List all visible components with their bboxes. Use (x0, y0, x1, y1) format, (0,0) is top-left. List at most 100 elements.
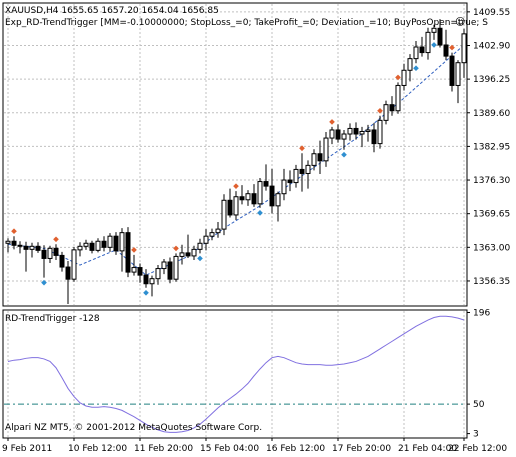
candle-body (293, 168, 299, 184)
candle-body (341, 133, 347, 140)
candle-body (281, 179, 287, 195)
candle-body (287, 179, 293, 184)
candle-body (365, 129, 371, 132)
candle-body (323, 137, 329, 162)
candle-body (59, 254, 65, 268)
candle-body (257, 181, 263, 205)
candle-body (41, 249, 47, 259)
time-tick-label: 16 Feb 12:00 (266, 444, 325, 454)
candle-body (437, 27, 443, 46)
candle-body (317, 153, 323, 162)
candle-body (389, 104, 395, 112)
candle-body (125, 232, 131, 273)
candle-body (239, 196, 245, 201)
indicator-series (7, 315, 465, 433)
indicator-grid (4, 311, 466, 437)
buy-signal-marker (431, 42, 437, 48)
indicator-tick-label: 196 (473, 309, 490, 319)
candle-body (251, 193, 257, 205)
candle-body (89, 242, 95, 251)
candle-body (353, 127, 359, 135)
indicator-line (7, 315, 465, 433)
sell-signal-marker (329, 119, 335, 125)
time-tick-label: 15 Feb 04:00 (200, 444, 259, 454)
candle-body (77, 245, 83, 251)
trade-signals (11, 42, 455, 296)
price-tick-label: 1369.65 (473, 210, 510, 220)
candle-body (83, 242, 89, 247)
candle-body (407, 58, 413, 71)
indicator-tick-label: 50 (473, 400, 485, 410)
candle-body (221, 199, 227, 230)
price-tick-label: 1376.30 (473, 176, 510, 186)
price-chart-frame (2, 2, 468, 439)
candle-body (371, 129, 377, 145)
candle-body (431, 27, 437, 33)
candle-body (419, 46, 425, 54)
buy-signal-marker (197, 255, 203, 262)
sell-signal-marker (131, 247, 137, 253)
expert-advisor-label: Exp_RD-TrendTrigger [MM=-0.10000000; Sto… (5, 18, 488, 28)
candle-body (275, 193, 281, 207)
candle-body (455, 62, 461, 86)
candle-body (47, 247, 53, 259)
candle-body (299, 168, 305, 174)
sell-signal-marker (233, 183, 239, 190)
candle-body (149, 278, 155, 285)
candle-body (227, 199, 233, 216)
candle-body (395, 84, 401, 112)
candle-body (197, 242, 203, 250)
candle-body (443, 44, 449, 57)
price-tick-label: 1389.60 (473, 109, 510, 119)
candle-body (101, 240, 107, 248)
axis-labels: 1409.55 1402.90 1396.25 1389.60 1382.95 1376.… (2, 8, 510, 454)
candle-body (461, 33, 467, 64)
time-tick-label: 9 Feb 2011 (2, 444, 52, 454)
candle-body (173, 255, 179, 280)
candle-body (245, 193, 251, 201)
candle-body (65, 266, 71, 280)
candle-body (263, 181, 269, 187)
candle-body (359, 130, 365, 135)
candle-body (71, 249, 77, 280)
symbol-ohlc-label: XAUUSD,H4 1655.65 1657.20 1654.04 1656.8… (5, 6, 219, 16)
sell-signal-marker (173, 245, 179, 252)
indicator-tick-label: 3 (473, 430, 479, 440)
candle-body (131, 267, 137, 273)
price-tick-label: 1409.55 (473, 8, 510, 18)
candle-body (215, 228, 221, 234)
candle-body (425, 31, 431, 54)
candle-body (191, 248, 197, 257)
candle-body (203, 235, 209, 244)
candle-body (377, 119, 383, 145)
candle-body (143, 274, 149, 285)
candle-body (35, 245, 41, 251)
candle-body (209, 232, 215, 237)
time-tick-label: 10 Feb 12:00 (68, 444, 127, 454)
expert-smiley-icon[interactable]: ☺ (455, 17, 465, 28)
candle-body (53, 247, 59, 256)
price-tick-label: 1363.00 (473, 243, 510, 253)
candle-body (233, 196, 239, 216)
buy-signal-marker (341, 151, 347, 158)
candle-body (155, 268, 161, 280)
time-tick-label: 11 Feb 20:00 (134, 444, 193, 454)
sell-signal-marker (377, 107, 383, 114)
buy-signal-marker (413, 65, 419, 72)
buy-signal-marker (143, 289, 149, 296)
candle-body (95, 240, 101, 251)
candle-body (269, 185, 275, 207)
price-panel-border (2, 2, 468, 307)
indicator-label: RD-TrendTrigger -128 (5, 314, 100, 324)
price-tick-label: 1382.95 (473, 142, 510, 152)
candle-body (113, 235, 119, 252)
candle-body (185, 252, 191, 257)
indicator-panel-border (2, 309, 468, 439)
candle-body (179, 252, 185, 257)
candle-body (383, 104, 389, 121)
candle-body (17, 244, 23, 247)
candle-body (11, 240, 17, 246)
time-tick-label: 22 Feb 12:00 (448, 444, 507, 454)
